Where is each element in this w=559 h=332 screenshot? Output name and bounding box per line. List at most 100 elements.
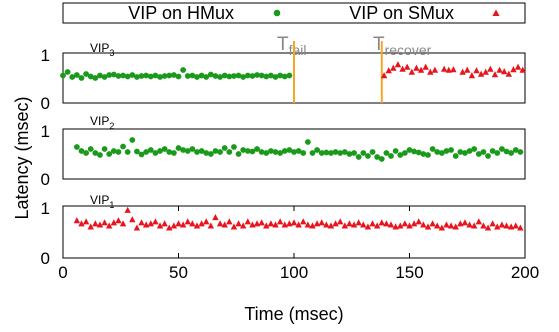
data-point bbox=[134, 148, 140, 155]
data-point bbox=[388, 153, 394, 159]
y-axis-title: Latency (msec) bbox=[12, 96, 32, 219]
data-point bbox=[189, 72, 196, 79]
data-point bbox=[496, 66, 503, 73]
data-point bbox=[152, 218, 159, 225]
panel-vip2-ytick-0: 0 bbox=[41, 170, 50, 189]
data-point bbox=[272, 149, 279, 155]
data-point bbox=[385, 67, 392, 74]
data-point bbox=[337, 218, 344, 225]
data-point bbox=[78, 220, 85, 227]
data-point bbox=[438, 150, 445, 156]
data-point bbox=[258, 149, 265, 155]
data-point bbox=[189, 220, 196, 227]
data-point bbox=[138, 151, 145, 158]
data-point bbox=[69, 74, 76, 80]
data-point bbox=[175, 73, 182, 80]
data-point bbox=[115, 217, 122, 224]
data-point bbox=[175, 220, 182, 227]
data-point bbox=[459, 68, 466, 75]
data-point bbox=[276, 218, 284, 225]
data-point bbox=[503, 222, 510, 229]
data-point bbox=[106, 222, 113, 229]
panel-vip2-label: VIP2 bbox=[90, 114, 114, 131]
data-point bbox=[318, 219, 325, 226]
data-point bbox=[318, 150, 325, 156]
data-point bbox=[212, 148, 219, 154]
panel-vip2-ytick-1: 1 bbox=[41, 122, 50, 141]
data-point bbox=[101, 74, 108, 80]
data-point bbox=[313, 220, 321, 227]
data-point bbox=[503, 148, 510, 155]
data-point bbox=[406, 147, 413, 153]
data-point bbox=[263, 73, 270, 80]
legend-label-hmux: VIP on HMux bbox=[128, 3, 234, 23]
data-point bbox=[457, 149, 464, 155]
data-point bbox=[304, 139, 311, 145]
data-point bbox=[374, 154, 381, 160]
data-point bbox=[194, 74, 200, 80]
panel-vip1-label: VIP1 bbox=[90, 193, 114, 210]
panel-vip1-ytick-1: 1 bbox=[41, 199, 50, 218]
data-point bbox=[147, 73, 154, 80]
data-point bbox=[147, 220, 154, 227]
data-point bbox=[383, 220, 390, 227]
data-point bbox=[230, 223, 238, 230]
data-point bbox=[217, 74, 223, 80]
data-point bbox=[92, 150, 99, 156]
data-point bbox=[390, 64, 397, 71]
data-point bbox=[417, 66, 425, 73]
data-point bbox=[452, 223, 459, 230]
data-point bbox=[239, 222, 247, 229]
data-point bbox=[401, 150, 408, 156]
data-point bbox=[268, 148, 274, 154]
data-point bbox=[295, 221, 302, 228]
data-point bbox=[489, 220, 496, 227]
data-point bbox=[475, 218, 482, 225]
data-point bbox=[452, 153, 459, 159]
data-point bbox=[401, 220, 409, 227]
data-point bbox=[491, 71, 499, 78]
data-point bbox=[512, 222, 519, 229]
data-point bbox=[147, 147, 154, 153]
data-point bbox=[494, 223, 501, 230]
data-point bbox=[281, 221, 288, 228]
data-point bbox=[434, 222, 441, 229]
data-point bbox=[268, 72, 274, 79]
data-point bbox=[101, 219, 108, 226]
data-point bbox=[249, 148, 256, 155]
data-point bbox=[217, 149, 223, 155]
data-point bbox=[110, 219, 118, 226]
data-point bbox=[397, 222, 404, 229]
data-point bbox=[429, 220, 436, 227]
data-point bbox=[494, 150, 501, 156]
data-point bbox=[346, 151, 353, 157]
data-point bbox=[115, 73, 122, 79]
data-point bbox=[129, 137, 136, 143]
data-point bbox=[499, 146, 505, 152]
data-point bbox=[120, 143, 126, 150]
data-point bbox=[138, 73, 145, 79]
data-point bbox=[387, 221, 395, 228]
data-point bbox=[399, 65, 406, 72]
data-point bbox=[179, 221, 187, 228]
data-point bbox=[87, 146, 94, 152]
data-point bbox=[258, 72, 265, 79]
data-point bbox=[244, 218, 251, 225]
data-point bbox=[281, 73, 288, 80]
data-point bbox=[194, 149, 200, 155]
data-point bbox=[378, 156, 385, 162]
data-point bbox=[383, 150, 390, 156]
data-point bbox=[445, 66, 452, 73]
data-point bbox=[207, 71, 214, 78]
data-point bbox=[166, 224, 173, 231]
data-point bbox=[332, 220, 339, 227]
data-point bbox=[471, 146, 478, 152]
data-point bbox=[267, 220, 275, 227]
panel-vip1-frame bbox=[62, 205, 526, 259]
data-point bbox=[83, 71, 89, 77]
data-point bbox=[170, 150, 177, 156]
data-point bbox=[406, 222, 413, 229]
data-point bbox=[337, 150, 344, 156]
data-point bbox=[473, 67, 480, 74]
data-point bbox=[291, 149, 297, 155]
